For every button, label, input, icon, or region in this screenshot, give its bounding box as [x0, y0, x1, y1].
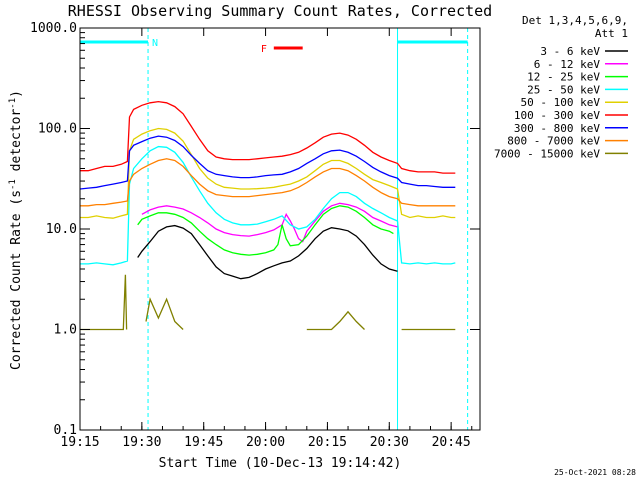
series-segment — [137, 224, 398, 280]
series-segment — [137, 205, 394, 256]
legend-header-line: Det 1,3,4,5,6,9, — [522, 14, 628, 27]
series-segment — [306, 310, 365, 331]
x-tick-label: 20:00 — [246, 435, 285, 450]
series-segment — [80, 127, 456, 219]
y-tick-label: 1000.0 — [30, 21, 77, 36]
y-axis-label-part: ) — [9, 90, 24, 98]
legend-entry-label: 7000 - 15000 keV — [494, 147, 600, 160]
flare-label: F — [261, 44, 267, 55]
y-tick-label: 1.0 — [54, 323, 77, 338]
series-line — [137, 205, 394, 256]
series-line — [80, 274, 456, 331]
y-tick-label: 0.1 — [54, 423, 77, 438]
series-line — [137, 224, 398, 280]
x-tick-label: 19:45 — [184, 435, 223, 450]
x-tick-label: 20:30 — [370, 435, 409, 450]
y-axis-label-part: Corrected Count Rate (s — [9, 190, 24, 370]
series-segment — [80, 100, 456, 174]
x-axis-label: Start Time (10-Dec-13 19:14:42) — [159, 456, 402, 471]
chart-title: RHESSI Observing Summary Count Rates, Co… — [68, 2, 492, 20]
series-segment — [80, 145, 456, 266]
legend-header-line: Att 1 — [595, 27, 628, 40]
series-line — [79, 135, 456, 190]
series-line — [80, 158, 456, 207]
series-line — [80, 127, 456, 219]
legend-entry-label: 3 - 6 keV — [540, 45, 600, 58]
x-tick-label: 19:30 — [122, 435, 161, 450]
legend-entry-label: 100 - 300 keV — [514, 109, 600, 122]
x-tick-label: 20:15 — [308, 435, 347, 450]
legend-entry-label: 25 - 50 keV — [527, 83, 600, 96]
y-axis-label-part: detector — [9, 109, 24, 180]
x-tick-label: 20:45 — [432, 435, 471, 450]
x-tick-label: 19:15 — [60, 435, 99, 450]
series-layer — [79, 100, 456, 331]
y-axis-label-exponent: -1 — [8, 98, 18, 109]
series-segment — [145, 297, 184, 330]
series-segment — [80, 158, 456, 207]
y-axis-label: Corrected Count Rate (s-1 detector-1) — [8, 90, 24, 370]
legend-entry-label: 6 - 12 keV — [534, 58, 601, 71]
series-line — [80, 145, 456, 266]
footer-timestamp: 25-Oct-2021 08:28 — [554, 468, 636, 477]
series-segment — [80, 274, 128, 331]
legend-entry-label: 50 - 100 keV — [521, 96, 601, 109]
y-axis: 0.1 1.0 10.0 100.0 1000.0 — [30, 21, 480, 438]
y-tick-label: 100.0 — [38, 122, 77, 137]
series-line — [80, 100, 456, 174]
night-label: N — [152, 38, 158, 49]
legend-entry-label: 300 - 800 keV — [514, 122, 600, 135]
legend-entry-label: 12 - 25 keV — [527, 71, 600, 84]
series-segment — [79, 135, 456, 190]
legend-entry-label: 800 - 7000 keV — [507, 135, 600, 148]
y-axis-label-exponent: -1 — [8, 179, 18, 190]
x-axis: 19:15 19:30 19:45 20:00 20:15 20:30 20:45 — [60, 28, 473, 450]
y-tick-label: 10.0 — [46, 222, 77, 237]
